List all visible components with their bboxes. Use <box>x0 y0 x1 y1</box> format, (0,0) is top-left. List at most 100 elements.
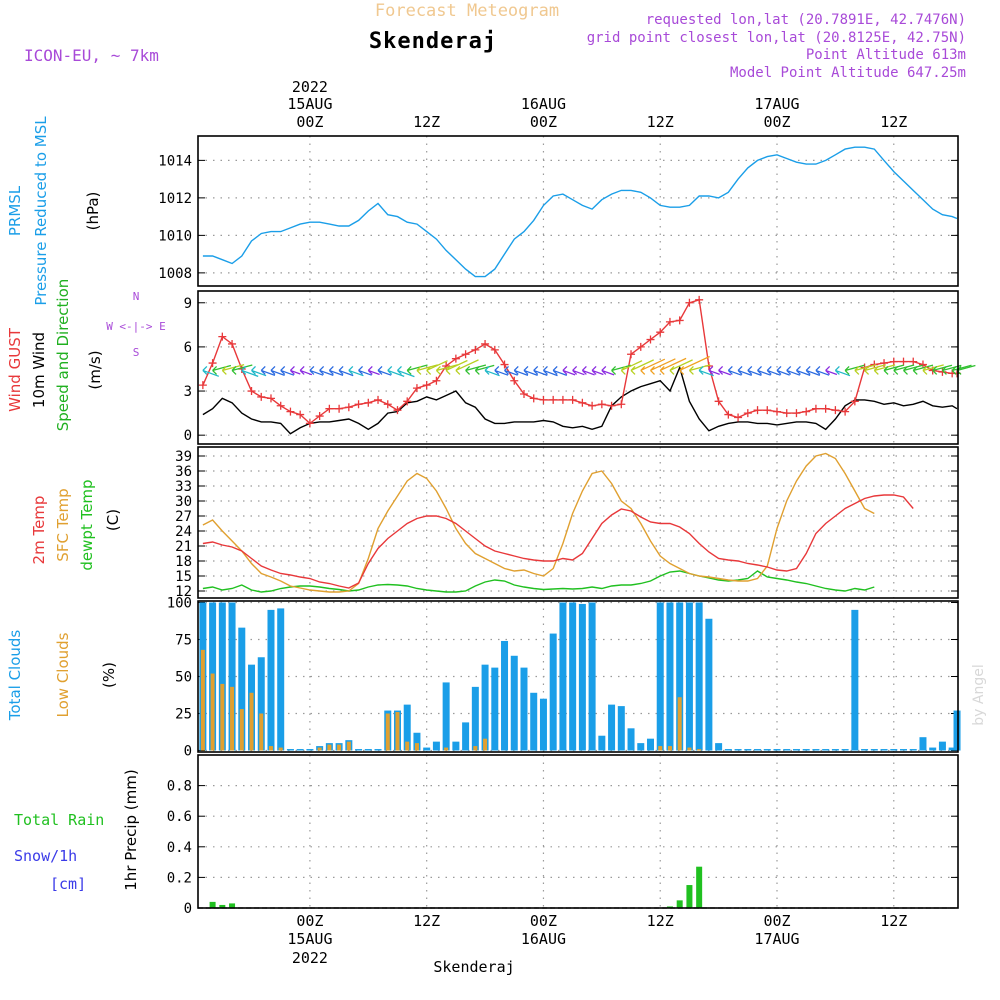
wind-gust-marker-37 <box>558 395 567 404</box>
bottom-time-label-0-1: 15AUG <box>287 930 332 948</box>
clouds-border <box>197 600 959 753</box>
total-cloud-bar-65 <box>831 749 839 751</box>
wind-dir-arrow-70 <box>883 364 904 375</box>
wind-dir-arrow-47 <box>659 357 687 375</box>
wind-dir-arrow-14 <box>338 365 354 377</box>
wind-gust-marker-3 <box>228 339 237 348</box>
wind-dir-arrow-69 <box>873 364 896 375</box>
total-cloud-bar-44 <box>627 728 635 751</box>
total-cloud-bar-70 <box>880 749 888 751</box>
low-cloud-bar-6 <box>259 713 264 751</box>
wind-gust-marker-60 <box>782 409 791 418</box>
low-cloud-bar-1 <box>210 673 215 751</box>
total-cloud-bar-37 <box>559 602 567 751</box>
wind-dir-arrow-61 <box>796 365 811 377</box>
wind-gust-marker-33 <box>519 389 528 398</box>
wind-gust-line <box>202 298 957 425</box>
footer-location: Skenderaj <box>433 958 514 976</box>
pressure-ytick-3: 1014 <box>158 153 192 169</box>
wind-dir-arrow-51 <box>698 365 714 377</box>
wind-gust-marker-30 <box>490 345 499 354</box>
panels: 1008 1010 1012 1014 PRMSL Pressure Reduced to… <box>6 116 976 917</box>
top-time-label-4-1: 17AUG <box>754 95 799 113</box>
pressure-ytick-0: 1008 <box>158 266 192 282</box>
total-cloud-bar-2 <box>218 602 226 751</box>
wind-dir-arrow-23 <box>426 360 448 375</box>
wind-gust-marker-56 <box>743 409 752 418</box>
gridpoint-coords: grid point closest lon,lat (20.8125E, 42… <box>587 30 966 46</box>
temperature-border <box>197 446 959 599</box>
wind-dir-arrow-40 <box>591 365 604 376</box>
wind-dir-arrow-9 <box>289 365 301 375</box>
bottom-time-label-4-1: 17AUG <box>754 930 799 948</box>
top-time-label-0-2: 00Z <box>296 113 323 131</box>
compass-s: S <box>133 346 140 359</box>
pressure-ylabel: (hPa) <box>84 192 102 231</box>
pressure-panel: 1008 1010 1012 1014 <box>158 136 958 286</box>
wind-dir-arrow-11 <box>309 365 324 376</box>
wind-dir-arrow-20 <box>397 365 415 378</box>
wind-gust-marker-17 <box>364 398 373 407</box>
wind-dir-arrow-73 <box>912 364 934 375</box>
wind-gust-marker-59 <box>773 407 782 416</box>
wind-gust-marker-21 <box>403 397 412 406</box>
wind-gust-marker-5 <box>247 387 256 396</box>
wind-gust-marker-66 <box>841 407 850 416</box>
wind-dir-arrow-55 <box>737 365 752 377</box>
total-cloud-bar-63 <box>812 749 820 751</box>
total-cloud-bar-60 <box>783 749 791 751</box>
bottom-time-label-2-0: 00Z <box>530 912 557 930</box>
low-cloud-bar-22 <box>414 743 419 751</box>
total-cloud-bar-30 <box>491 667 499 751</box>
wind-ylabel: (m/s) <box>86 350 104 389</box>
wind-dir-arrow-30 <box>494 365 509 376</box>
temperature-ytick-6: 30 <box>175 494 192 510</box>
wind-dir-arrow-27 <box>465 364 487 375</box>
wind-dir-arrow-16 <box>358 365 372 376</box>
total-cloud-bar-27 <box>462 722 470 751</box>
wind-gust-marker-10 <box>296 410 305 419</box>
total-cloud-bar-35 <box>539 698 547 751</box>
low-cloud-bar-3 <box>230 686 235 751</box>
wind-gust-marker-31 <box>500 360 509 369</box>
wind-gust-marker-18 <box>374 395 383 404</box>
wind-gust-marker-53 <box>714 397 723 406</box>
precip-label-rain: Total Rain <box>14 811 104 829</box>
total-cloud-bar-40 <box>588 602 596 751</box>
temperature-ytick-9: 39 <box>175 449 192 465</box>
total-cloud-bar-38 <box>569 602 577 751</box>
pressure-border <box>197 135 959 287</box>
wind-gust-marker-15 <box>344 403 353 412</box>
total-cloud-bar-10 <box>296 749 304 751</box>
temperature-ytick-5: 27 <box>175 509 192 525</box>
wind-gust-marker-57 <box>753 406 762 415</box>
wind-gust-marker-46 <box>646 335 655 344</box>
precip-border <box>197 754 959 909</box>
pressure-line <box>202 146 958 278</box>
wind-dir-arrow-63 <box>815 365 830 376</box>
wind-gust-marker-0 <box>198 381 207 390</box>
wind-dir-arrow-67 <box>854 364 877 375</box>
low-cloud-bar-5 <box>249 692 254 751</box>
wind-dir-arrow-48 <box>669 359 693 375</box>
wind-gust-marker-43 <box>617 400 626 409</box>
wind-gust-marker-48 <box>665 317 674 326</box>
wind-dir-arrow-4 <box>241 365 259 378</box>
wind-dir-arrow-24 <box>435 364 458 375</box>
wind-gust-marker-44 <box>627 350 636 359</box>
rain-bar-51 <box>696 866 703 908</box>
low-cloud-bar-49 <box>677 697 682 751</box>
wind-ytick-3: 9 <box>184 296 192 312</box>
bottom-time-label-2-1: 16AUG <box>521 930 566 948</box>
precip-panel: 0 0.2 0.4 0.6 0.8 <box>167 755 958 917</box>
low-cloud-bar-12 <box>317 747 322 751</box>
wind-dir-arrow-71 <box>893 364 915 375</box>
pressure-ytick-2: 1012 <box>158 191 192 207</box>
total-cloud-bar-56 <box>744 749 752 751</box>
temperature-ytick-3: 21 <box>175 539 192 555</box>
total-cloud-bar-34 <box>530 692 538 751</box>
rain-bar-49 <box>676 900 683 908</box>
top-time-label-2-2: 00Z <box>530 113 557 131</box>
wind-gust-marker-54 <box>724 410 733 419</box>
